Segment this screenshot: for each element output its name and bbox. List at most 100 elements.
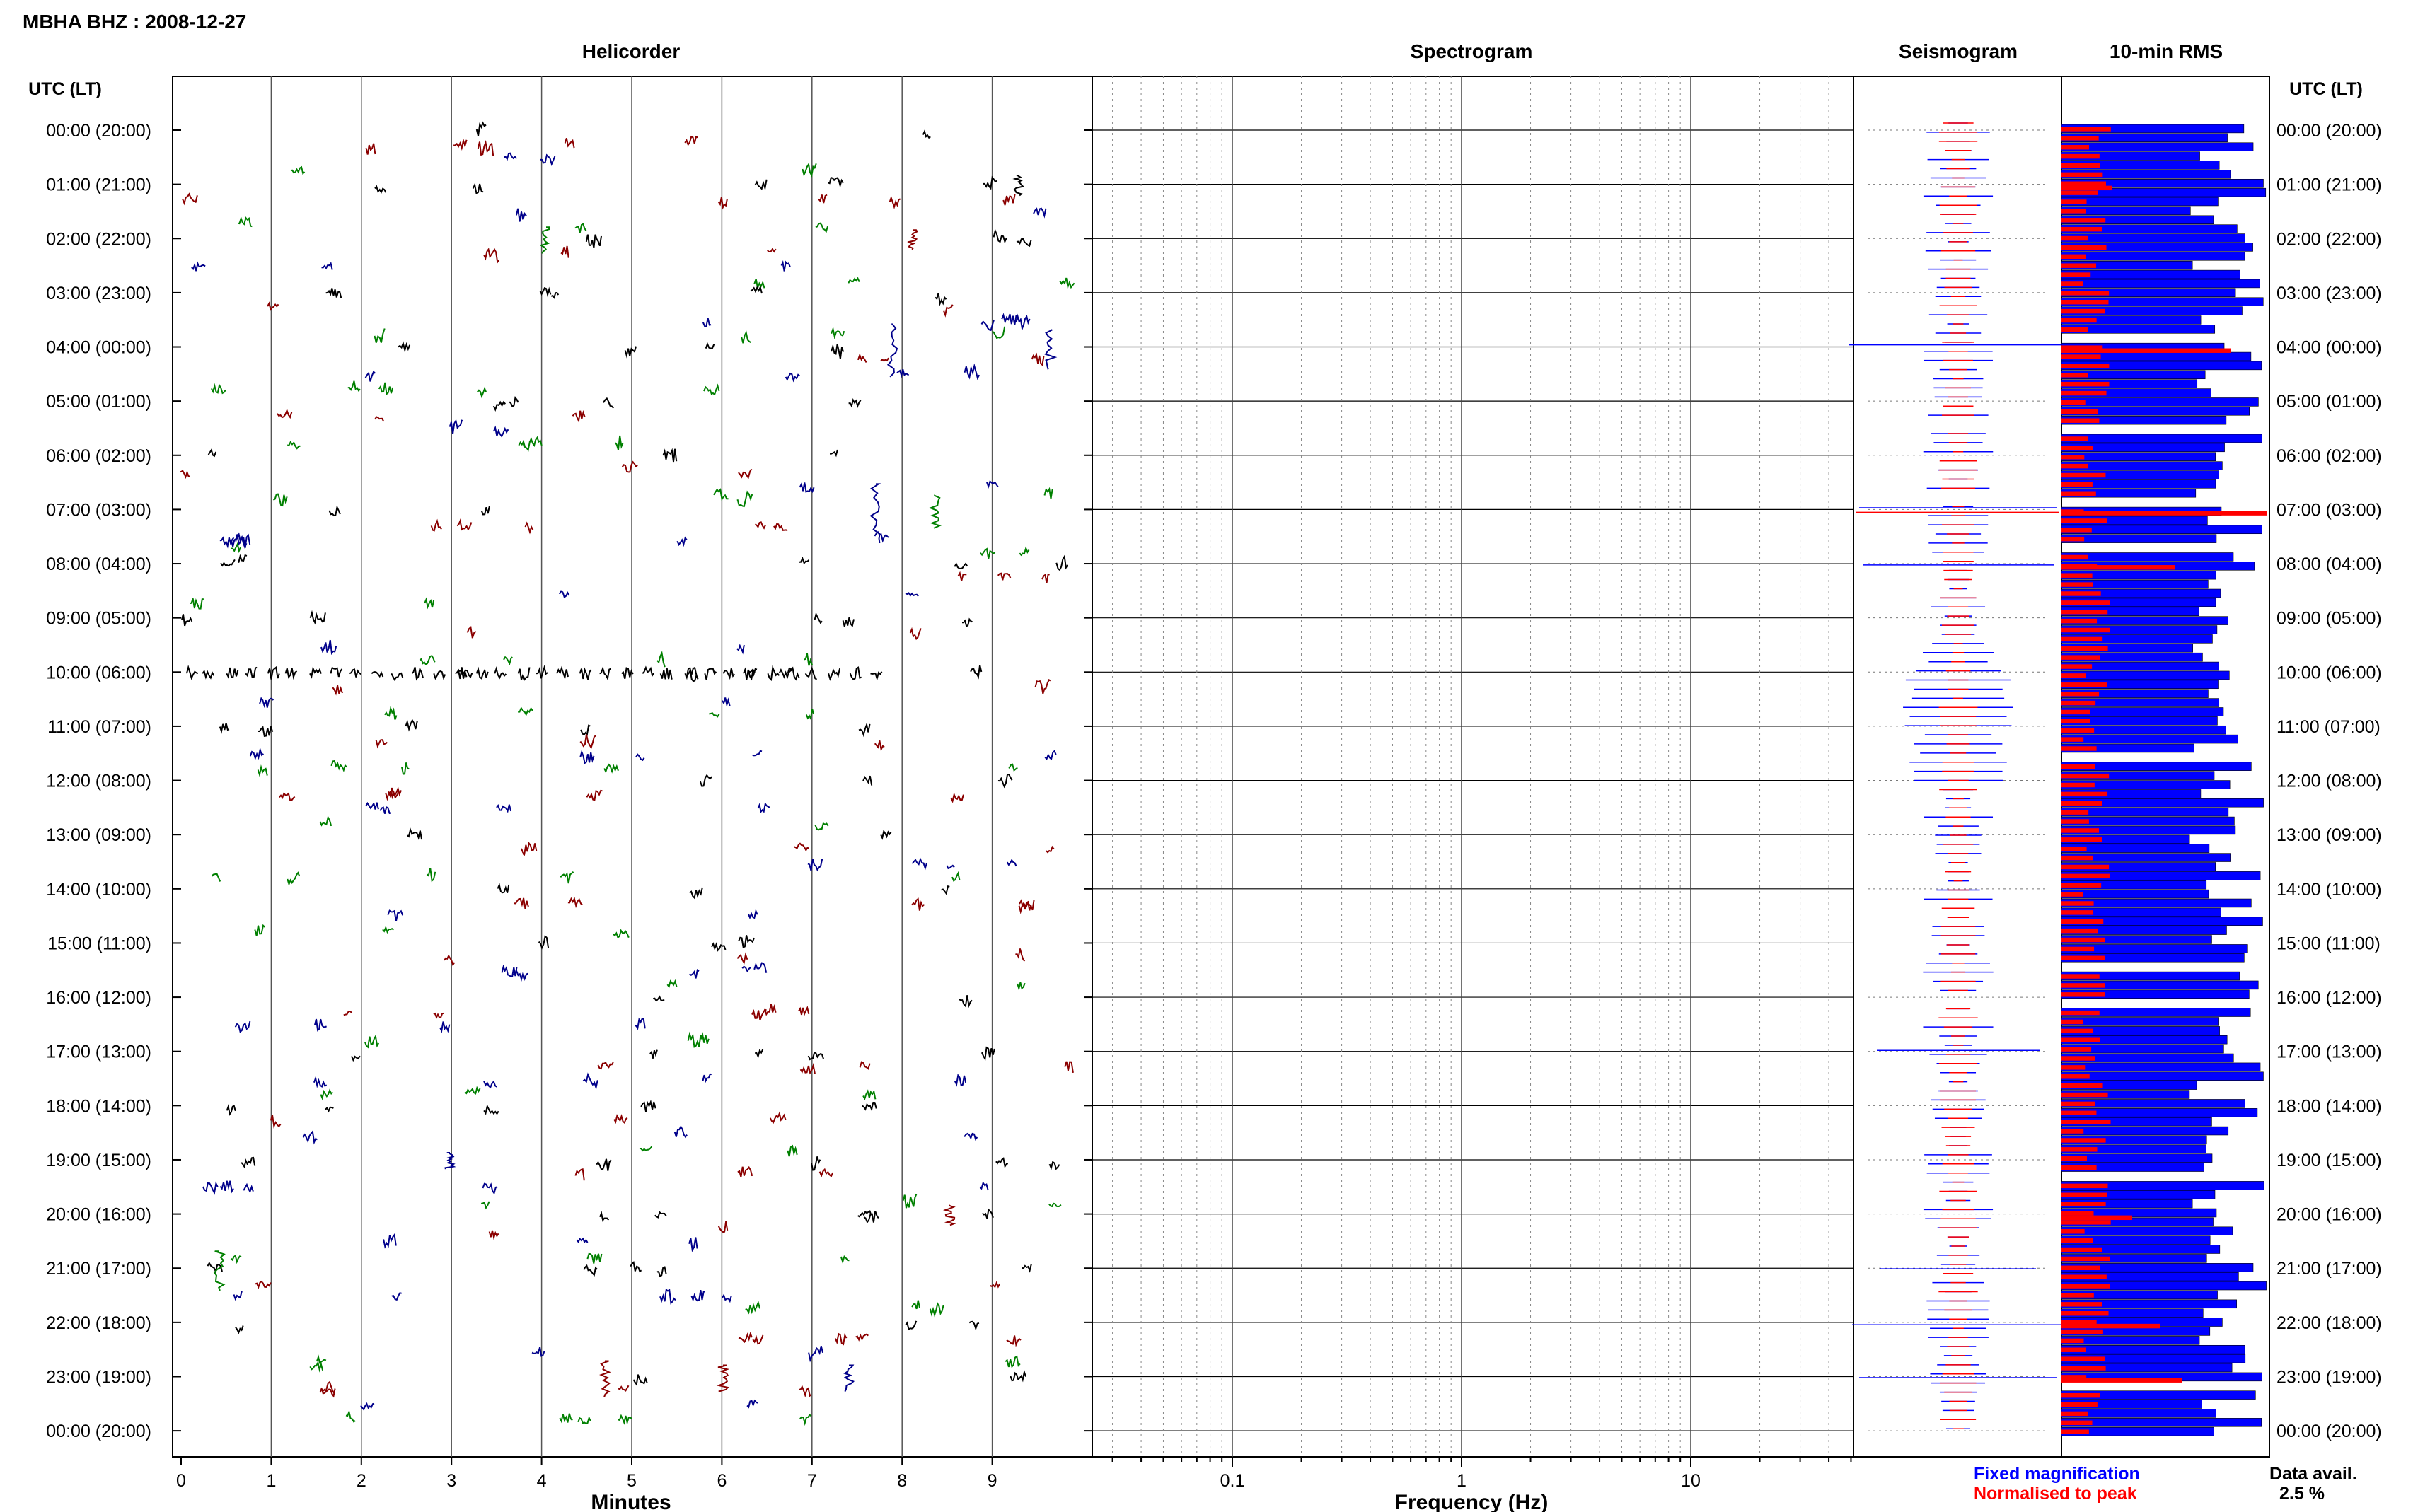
trace-segment [717, 197, 728, 210]
trace-segment [219, 1180, 234, 1194]
hour-label-left: 18:00 (14:00) [46, 1096, 151, 1116]
trace-segment [954, 1074, 967, 1087]
trace-segment [736, 952, 748, 965]
trace-segment [1031, 352, 1045, 366]
trace-segment [787, 1144, 798, 1157]
rms-bar-normalised [2061, 700, 2096, 706]
trace-segment [787, 666, 800, 681]
hour-label-left: 12:00 (08:00) [46, 772, 151, 791]
trace-segment [862, 775, 873, 786]
trace-segment [309, 1361, 324, 1373]
trace-segment [496, 804, 512, 813]
trace-segment [320, 1088, 334, 1101]
trace-segment [580, 724, 591, 736]
trace-segment [226, 667, 239, 679]
rms-bar-normalised [2061, 418, 2100, 423]
rms-bar-normalised [2061, 1229, 2085, 1234]
trace-segment [857, 1210, 872, 1218]
trace-segment [751, 1008, 767, 1020]
rms-bar-normalised [2061, 864, 2110, 870]
trace-segment [954, 562, 968, 569]
rms-bar-normalised [2061, 974, 2100, 979]
event-burst [1012, 175, 1025, 197]
trace-segment [666, 979, 678, 989]
rms-bar-normalised [2061, 773, 2110, 779]
spectrogram-x-label: Frequency (Hz) [1395, 1491, 1549, 1512]
trace-segment [524, 521, 534, 535]
rms-bar-normalised [2061, 582, 2093, 587]
trace-segment [330, 760, 347, 772]
rms-bar-normalised [2061, 828, 2099, 833]
trace-segment [635, 753, 645, 762]
trace-segment [267, 301, 279, 311]
rms-bar-normalised [2061, 919, 2104, 924]
rms-bar-normalised [2061, 1420, 2093, 1426]
rms-bar-fixed [2061, 397, 2259, 407]
rms-bar-normalised [2061, 1356, 2105, 1361]
rms-bar-normalised [2061, 1220, 2111, 1225]
x-tick-label: 8 [897, 1471, 907, 1491]
trace-segment [391, 672, 404, 682]
trace-segment [905, 1320, 918, 1331]
trace-segment [842, 617, 855, 628]
trace-segment [896, 369, 910, 378]
trace-segment [538, 935, 550, 950]
trace-segment [540, 153, 556, 166]
trace-segment [379, 806, 392, 815]
trace-segment [518, 706, 533, 716]
hour-label-left: 23:00 (19:00) [46, 1367, 151, 1387]
trace-segment [320, 639, 337, 656]
rms-bar-normalised [2061, 673, 2086, 678]
trace-segment [290, 165, 306, 175]
rms-bar-normalised [2061, 1202, 2106, 1206]
trace-segment [722, 668, 736, 680]
rms-bar-normalised [2061, 1156, 2088, 1161]
trace-segment [1048, 1161, 1060, 1170]
rms-bar-normalised [2061, 291, 2110, 296]
hour-label-left: 15:00 (11:00) [47, 934, 151, 953]
rms-bar-normalised [2061, 409, 2098, 414]
rms-bar-normalised [2061, 308, 2105, 314]
trace-segment [808, 1345, 823, 1363]
trace-segment [430, 518, 442, 532]
rms-title: 10-min RMS [2110, 40, 2223, 62]
rms-bar-normalised-peak [2061, 1215, 2132, 1221]
trace-segment [814, 822, 829, 831]
trace-segment [624, 346, 637, 359]
trace-segment [313, 1018, 328, 1032]
trace-segment [889, 195, 901, 209]
trace-segment [233, 1291, 243, 1301]
trace-segment [411, 667, 424, 681]
hour-label-right: 04:00 (00:00) [2277, 338, 2382, 358]
rms-bar-fixed [2061, 1017, 2219, 1026]
trace-segment [662, 448, 678, 463]
trace-segment [970, 665, 983, 680]
trace-segment [211, 383, 226, 395]
trace-segment [330, 666, 343, 678]
trace-segment [818, 1168, 834, 1178]
trace-segment [325, 1106, 334, 1113]
event-burst [907, 229, 918, 250]
trace-segment [764, 1004, 777, 1016]
trace-segment [834, 1332, 848, 1346]
rms-bar-normalised [2061, 1065, 2086, 1070]
trace-segment [711, 942, 727, 952]
rms-bar-normalised [2061, 318, 2097, 323]
trace-segment [257, 764, 268, 778]
rms-bar-normalised [2061, 181, 2106, 186]
rms-bar-normalised [2061, 1165, 2097, 1170]
trace-segment [736, 490, 753, 508]
trace-segment [207, 1261, 223, 1274]
trace-segment [207, 448, 217, 458]
rms-bar-normalised [2061, 373, 2088, 378]
rms-bar-normalised [2061, 218, 2106, 223]
trace-segment [492, 400, 507, 412]
hour-label-right: 10:00 (06:00) [2277, 663, 2382, 682]
rms-bar-normalised [2061, 345, 2103, 350]
rms-bar-normalised [2061, 1375, 2087, 1380]
trace-segment [360, 1402, 375, 1411]
trace-segment [316, 1354, 327, 1364]
trace-segment [703, 383, 720, 396]
seismogram-title: Seismogram [1899, 40, 2018, 62]
rms-bar-fixed [2061, 889, 2209, 899]
